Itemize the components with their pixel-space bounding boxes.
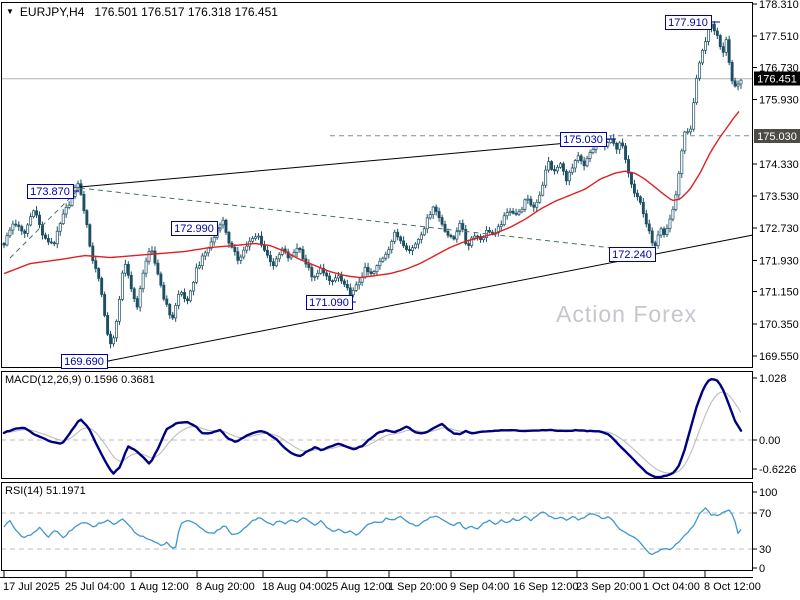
macd-line xyxy=(2,378,743,479)
moving-average-line xyxy=(3,110,740,279)
price-axis-label: 170.350 xyxy=(759,319,799,331)
price-label-177.910[interactable]: 177.910 xyxy=(665,15,721,30)
symbol-dropdown-icon[interactable]: ▼ xyxy=(6,7,14,16)
date-axis-label: 8 Oct 12:00 xyxy=(704,581,761,593)
price-axis-label: 171.930 xyxy=(759,255,799,267)
svg-text:169.690: 169.690 xyxy=(64,356,104,368)
price-axis-label: 176.730 xyxy=(759,62,799,74)
candles xyxy=(2,21,743,349)
date-axis-label: 18 Aug 04:00 xyxy=(262,581,327,593)
price-annotations[interactable]: 177.910 175.030 173.870 172.990 171.090 169.6… xyxy=(27,15,721,369)
date-axis-label: 25 Jul 04:00 xyxy=(65,581,125,593)
level-price-badge[interactable]: 175.030 xyxy=(754,128,800,143)
macd-axis-label: 1.028 xyxy=(759,373,787,385)
rsi-axis-label: 30 xyxy=(759,544,771,556)
price-axis-label: 169.550 xyxy=(759,351,799,363)
svg-text:175.030: 175.030 xyxy=(563,134,603,146)
macd-axis-label: 0.00 xyxy=(759,435,780,447)
price-axis-label: 173.530 xyxy=(759,191,799,203)
level-lines xyxy=(1,78,753,550)
price-axis-label: 177.510 xyxy=(759,31,799,43)
price-axis-label: 178.310 xyxy=(759,0,799,11)
macd-indicator-label: MACD(12,26,9) 0.1596 0.3681 xyxy=(5,374,155,386)
svg-text:172.990: 172.990 xyxy=(174,223,214,235)
svg-text:177.910: 177.910 xyxy=(668,17,708,29)
price-axis-label: 175.930 xyxy=(759,95,799,107)
svg-text:176.451: 176.451 xyxy=(757,74,797,86)
svg-text:172.240: 172.240 xyxy=(612,249,652,261)
macd-signal-line xyxy=(3,391,742,474)
price-label-175.030[interactable]: 175.030 xyxy=(560,132,617,147)
svg-text:175.030: 175.030 xyxy=(757,131,797,143)
symbol-name: EURJPY,H4 xyxy=(19,5,85,19)
price-axis-label: 172.730 xyxy=(759,223,799,235)
rsi-axis-label: 100 xyxy=(759,487,777,499)
price-axis-label: 171.150 xyxy=(759,287,799,299)
date-axis-label: 9 Sep 04:00 xyxy=(450,581,509,593)
date-axis-label: 1 Aug 12:00 xyxy=(130,581,189,593)
price-label-171.090[interactable]: 171.090 xyxy=(306,295,357,310)
date-axis-label: 17 Jul 2025 xyxy=(3,581,60,593)
date-axis-label: 23 Sep 20:00 xyxy=(576,581,641,593)
current-price-badge[interactable]: 176.451 xyxy=(754,71,800,86)
date-axis-label: 1 Sep 20:00 xyxy=(388,581,447,593)
price-label-173.870[interactable]: 173.870 xyxy=(27,184,80,199)
date-axis-label: 16 Sep 12:00 xyxy=(513,581,578,593)
macd-axis-label: -0.6226 xyxy=(759,464,796,476)
date-axis-label: 1 Oct 04:00 xyxy=(643,581,700,593)
price-label-169.690[interactable]: 169.690 xyxy=(61,354,111,369)
price-axis-label: 174.330 xyxy=(759,159,799,171)
rsi-axis-label: 0 xyxy=(759,563,765,575)
watermark: Action Forex xyxy=(556,301,698,327)
price-label-172.240[interactable]: 172.240 xyxy=(609,247,656,262)
symbol-title: ▼ EURJPY,H4 176.501 176.517 176.318 176.… xyxy=(6,5,278,19)
rsi-indicator-label: RSI(14) 51.1971 xyxy=(5,485,86,497)
date-axis-label: 25 Aug 12:00 xyxy=(326,581,391,593)
date-axis-label: 8 Aug 20:00 xyxy=(196,581,255,593)
rsi-axis-label: 70 xyxy=(759,508,771,520)
symbol-ohlc-quote: 176.501 176.517 176.318 176.451 xyxy=(94,5,278,19)
indicator-lines xyxy=(2,378,743,556)
svg-text:171.090: 171.090 xyxy=(309,297,349,309)
rsi-line xyxy=(3,507,742,556)
price-label-172.990[interactable]: 172.990 xyxy=(171,221,222,236)
svg-text:173.870: 173.870 xyxy=(30,186,70,198)
